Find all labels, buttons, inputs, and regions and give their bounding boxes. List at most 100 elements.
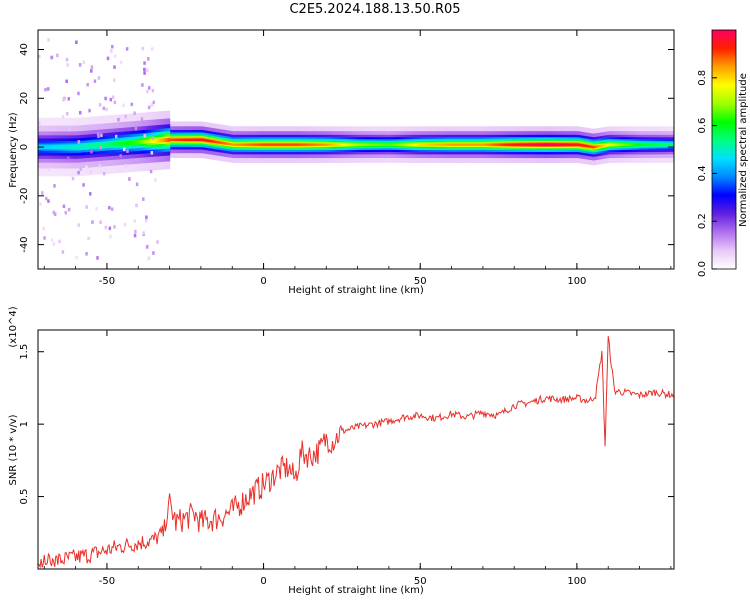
spectrogram-cell	[301, 143, 304, 146]
spectrogram-noise-cell	[145, 215, 148, 220]
spectrogram-noise-cell	[39, 202, 42, 206]
spectrogram-cell	[330, 143, 334, 146]
spectrogram-cell	[199, 138, 202, 141]
spectrogram-cell	[262, 143, 265, 146]
spectrogram-cell	[316, 143, 320, 146]
spectrogram-noise-cell	[66, 156, 70, 161]
spectrogram-noise-cell	[106, 56, 110, 61]
spectrogram-cell	[409, 143, 412, 146]
spectrogram-cell	[354, 143, 357, 146]
spectrogram-cell	[163, 138, 166, 143]
spectrogram-noise-cell	[147, 256, 151, 261]
spectrogram-cell	[282, 143, 285, 146]
spectrogram-cell	[428, 143, 431, 146]
spectrogram-cell	[606, 143, 609, 147]
spectrogram-cell	[180, 138, 183, 141]
spectrogram-cell	[376, 143, 379, 146]
spectrogram-cell	[271, 143, 274, 146]
spectrogram-noise-cell	[61, 115, 65, 119]
spectrogram-cell	[243, 143, 246, 146]
spectrogram-cell	[309, 143, 312, 146]
spectrogram-noise-cell	[156, 240, 159, 244]
spectrogram-noise-cell	[149, 169, 153, 174]
spectrogram-cell	[554, 143, 558, 146]
spectrogram-cell	[431, 143, 434, 146]
spectrogram-cell	[537, 143, 540, 146]
spectrogram-noise-cell	[151, 136, 155, 141]
spectrogram-cell	[204, 139, 207, 142]
colorbar-tick-label: 0.2	[697, 213, 708, 229]
spectrogram-noise-cell	[119, 154, 122, 158]
spectrogram-cell	[423, 143, 426, 146]
spectrogram-noise-cell	[77, 91, 80, 96]
spectrogram-noise-cell	[111, 44, 114, 49]
spectrogram-cell	[312, 143, 315, 146]
spectrogram-cell	[88, 144, 91, 149]
spectrogram-cell	[475, 143, 478, 146]
spectrogram-noise-cell	[62, 98, 65, 102]
spectrogram-noise-cell	[51, 119, 55, 123]
spectrogram-cell	[434, 143, 437, 146]
spectrogram-cell	[157, 138, 160, 143]
spectrogram-cell	[357, 143, 360, 146]
spectrogram-cell	[91, 143, 94, 148]
spectrogram-cell	[381, 143, 384, 146]
spectrogram-cell	[600, 144, 603, 148]
spectrogram-cell	[177, 138, 180, 141]
spectrogram-noise-cell	[111, 207, 114, 211]
spectrogram-cell	[202, 138, 205, 142]
spectrogram-cell	[492, 143, 495, 146]
spectrogram-cell	[178, 138, 182, 141]
spectrogram-noise-cell	[82, 60, 86, 65]
snr-x-tick-label: 0	[260, 576, 266, 587]
spectrogram-cell	[496, 143, 500, 146]
spectrogram-cell	[482, 143, 486, 146]
spectrogram-cell	[111, 142, 114, 147]
spectrogram-cell	[417, 143, 420, 146]
spectrogram-cell	[258, 143, 262, 146]
spectrogram-cell	[384, 143, 387, 146]
spectrogram-noise-cell	[98, 103, 102, 107]
spectrogram-cell	[161, 138, 164, 143]
spectrogram-cell	[337, 143, 340, 146]
spectrogram-cell	[561, 143, 564, 146]
spectrogram-cell	[586, 144, 589, 148]
spectrogram-cell	[318, 143, 321, 146]
spectrogram-cell	[80, 144, 83, 149]
spectrogram-cell	[377, 143, 381, 146]
spectrogram-cell	[547, 143, 550, 146]
spectrogram-cell	[490, 143, 493, 146]
spectrogram-cell	[155, 138, 158, 143]
spectrogram-cell	[255, 143, 258, 146]
spectrogram-noise-cell	[53, 184, 56, 188]
spectrogram-cell	[153, 139, 157, 143]
spectrogram-noise-cell	[66, 112, 69, 116]
spectrogram-cell	[628, 143, 631, 146]
spectrogram-cell	[592, 145, 595, 149]
spectrogram-cell	[464, 143, 467, 146]
spectrogram-cell	[113, 142, 116, 147]
spectrogram-cell	[174, 138, 177, 141]
spectrogram-cell	[268, 143, 271, 146]
spectrogram-cell	[64, 145, 67, 150]
spectrogram-noise-cell	[44, 87, 47, 92]
spectrogram-cell	[186, 138, 189, 141]
spectrogram-noise-cell	[96, 256, 99, 260]
spectrogram-cell	[523, 143, 526, 146]
spectrogram-cell	[55, 145, 58, 150]
spectrogram-noise-cell	[124, 164, 127, 168]
spectrogram-ridge	[38, 38, 674, 261]
spectrogram-x-tick-label: 0	[260, 276, 266, 287]
spectrogram-cell	[569, 143, 572, 146]
spectrogram-cell	[105, 142, 108, 147]
spectrogram-cell	[388, 143, 392, 146]
spectrogram-cell	[437, 143, 440, 146]
spectrogram-cell	[420, 143, 423, 146]
spectrogram-noise-cell	[134, 229, 137, 234]
spectrogram-cell	[533, 143, 536, 146]
spectrogram-cell	[197, 138, 200, 141]
spectrogram-noise-cell	[146, 89, 149, 94]
spectrogram-cell	[102, 143, 105, 147]
spectrogram-cell	[302, 143, 305, 146]
spectrogram-cell	[131, 140, 135, 145]
